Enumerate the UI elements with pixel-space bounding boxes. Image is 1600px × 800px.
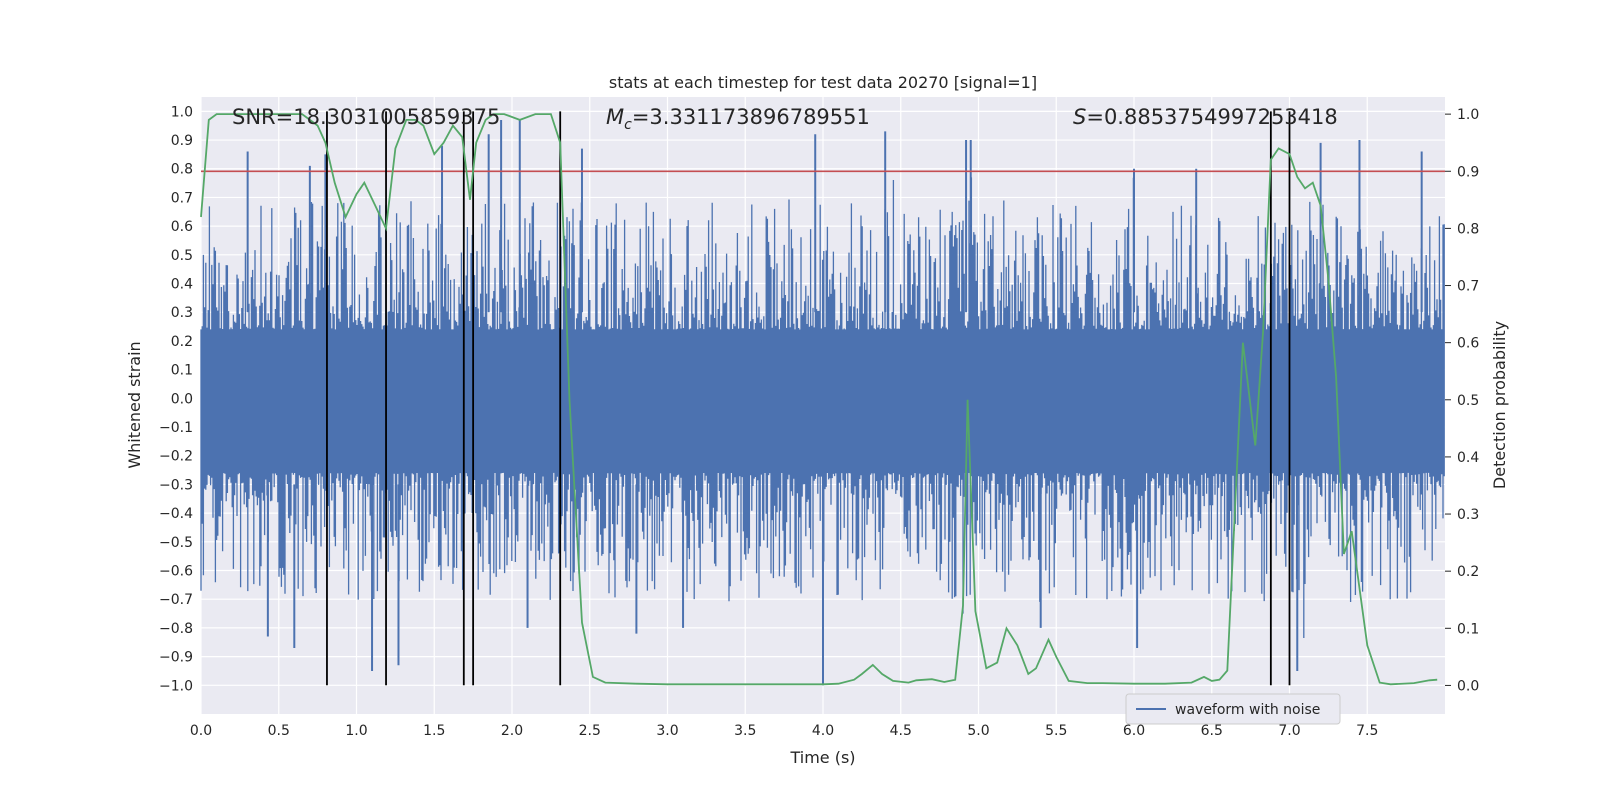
- y-left-tick-label: 0.4: [171, 277, 193, 293]
- y-right-tick-label: 0.9: [1457, 164, 1479, 180]
- y-right-tick-label: 1.0: [1457, 107, 1479, 123]
- y-right-tick-labels: 1.0 0.9 0.8 0.7 0.6 0.5 0.4 0.3 0.2 0.1 0.0: [1445, 107, 1479, 694]
- x-tick-label: 3.5: [734, 723, 756, 739]
- y-left-tick-label: 0.3: [171, 305, 193, 321]
- y-right-tick-label: 0.6: [1457, 336, 1479, 352]
- score-symbol: S: [1073, 105, 1086, 129]
- x-tick-label: 1.0: [345, 723, 367, 739]
- x-tick-label: 2.5: [579, 723, 601, 739]
- chirp-mass-annotation: Mc=3.331173896789551: [606, 105, 870, 133]
- waveform-noise-band: [200, 177, 1445, 638]
- y-left-tick-label: −0.9: [159, 650, 193, 666]
- legend-box: [1125, 693, 1341, 725]
- chirp-mass-symbol: M: [606, 105, 624, 129]
- y-right-tick-label: 0.8: [1457, 221, 1479, 237]
- x-tick-label: 4.0: [812, 723, 834, 739]
- x-tick-label: 0.5: [268, 723, 290, 739]
- y-left-tick-label: −0.3: [159, 477, 193, 493]
- chirp-mass-subscript: c: [624, 117, 632, 133]
- vertical-lines: [326, 111, 1291, 686]
- y-left-tick-label: −0.2: [159, 449, 193, 465]
- y-left-tick-label: 0.9: [171, 133, 193, 149]
- x-tick-label: 7.5: [1356, 723, 1378, 739]
- chart-title: stats at each timestep for test data 202…: [609, 73, 1037, 92]
- legend-label: waveform with noise: [1175, 702, 1320, 718]
- y-left-axis-label: Whitened strain: [125, 341, 144, 468]
- y-left-tick-label: −0.4: [159, 506, 193, 522]
- chirp-mass-value: =3.331173896789551: [632, 105, 870, 129]
- y-right-tick-label: 0.5: [1457, 393, 1479, 409]
- y-right-tick-label: 0.1: [1457, 621, 1479, 637]
- y-right-axis-label: Detection probability: [1490, 321, 1509, 489]
- x-tick-label: 5.0: [967, 723, 989, 739]
- y-left-tick-label: 0.6: [171, 219, 193, 235]
- y-right-tick-label: 0.7: [1457, 279, 1479, 295]
- y-left-tick-label: −0.6: [159, 564, 193, 580]
- y-left-tick-label: −0.7: [159, 592, 193, 608]
- y-left-tick-label: 0.0: [171, 391, 193, 407]
- legend: waveform with noise: [1125, 693, 1341, 725]
- x-axis-label: Time (s): [789, 748, 855, 767]
- y-left-tick-label: 0.8: [171, 162, 193, 178]
- y-left-tick-labels: 1.0 0.9 0.8 0.7 0.6 0.5 0.4 0.3 0.2 0.1 0.0 −0.1 −0.…: [159, 104, 193, 694]
- y-left-tick-label: 0.2: [171, 334, 193, 350]
- x-tick-label: 6.0: [1123, 723, 1145, 739]
- y-left-tick-label: 0.7: [171, 190, 193, 206]
- x-tick-label: 7.0: [1278, 723, 1300, 739]
- x-tick-label: 0.0: [190, 723, 212, 739]
- x-tick-label: 2.0: [501, 723, 523, 739]
- x-tick-label: 3.0: [656, 723, 678, 739]
- x-tick-label: 6.5: [1201, 723, 1223, 739]
- x-tick-label: 1.5: [423, 723, 445, 739]
- x-tick-labels: 0.0 0.5 1.0 1.5 2.0 2.5 3.0 3.5 4.0 4.5 5.0 5.5 6.0 6…: [190, 723, 1379, 739]
- x-tick-label: 5.5: [1045, 723, 1067, 739]
- x-tick-label: 4.5: [890, 723, 912, 739]
- detection-probability-line: [200, 113, 1438, 686]
- score-value: =0.8853754997253418: [1086, 105, 1337, 129]
- y-right-tick-label: 0.2: [1457, 564, 1479, 580]
- y-left-tick-label: −1.0: [159, 678, 193, 694]
- score-annotation: S=0.8853754997253418: [1073, 105, 1338, 129]
- snr-annotation: SNR=18.3031005859375: [232, 105, 500, 129]
- y-left-tick-label: −0.5: [159, 535, 193, 551]
- y-right-tick-label: 0.4: [1457, 450, 1479, 466]
- y-left-tick-label: −0.8: [159, 621, 193, 637]
- y-left-tick-label: −0.1: [159, 420, 193, 436]
- y-right-tick-label: 0.0: [1457, 678, 1479, 694]
- y-right-tick-label: 0.3: [1457, 507, 1479, 523]
- y-left-tick-label: 0.5: [171, 248, 193, 264]
- y-left-tick-label: 0.1: [171, 363, 193, 379]
- y-left-tick-label: 1.0: [171, 104, 193, 120]
